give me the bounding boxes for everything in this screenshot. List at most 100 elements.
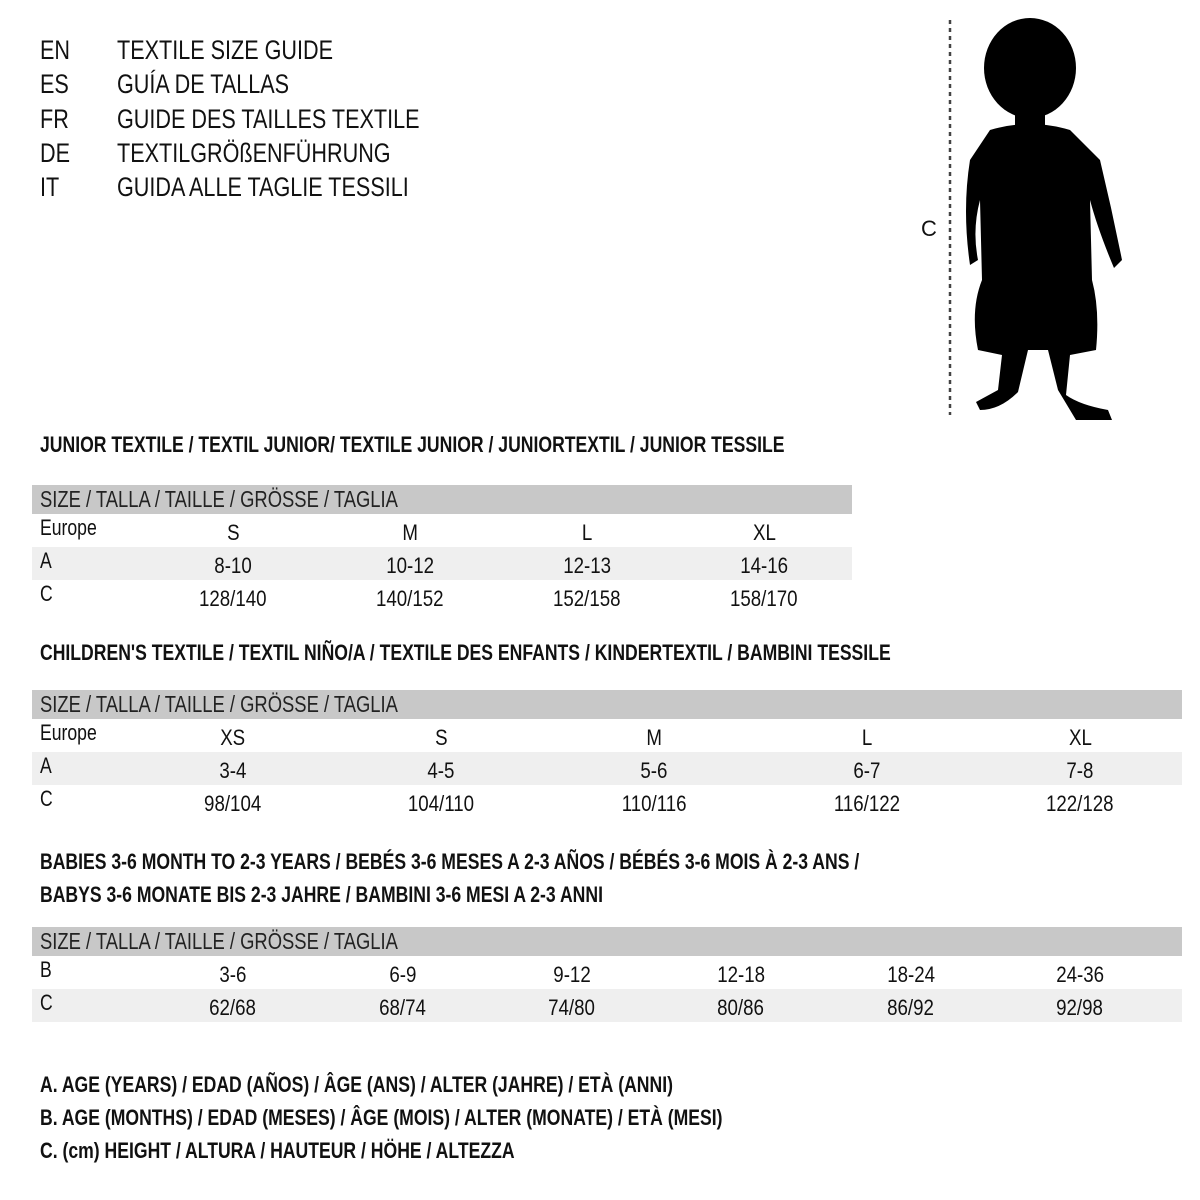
row-label: A	[40, 548, 52, 573]
section-title-text: BABIES 3-6 MONTH TO 2-3 YEARS / BEBÉS 3-…	[40, 849, 860, 874]
language-row: IT GUIDA ALLE TAGLIE TESSILI	[40, 170, 540, 204]
language-row: ES GUÍA DE TALLAS	[40, 67, 540, 101]
cell-value: XS	[220, 725, 246, 750]
table-cell: 92/98	[1010, 991, 1150, 1024]
table-row: Europe S M L XL	[32, 514, 852, 547]
cell-value: 9-12	[553, 962, 591, 987]
cell-value: 3-4	[219, 758, 247, 783]
cell-value: XL	[752, 520, 776, 545]
cell-value: 14-16	[740, 553, 788, 578]
language-list: EN TEXTILE SIZE GUIDE ES GUÍA DE TALLAS FR GU…	[40, 33, 540, 208]
row-label: C	[40, 581, 53, 606]
language-title: GUIDE DES TAILLES TEXTILE	[117, 103, 420, 134]
cell-value: M	[402, 520, 418, 545]
legend-line: A. AGE (YEARS) / EDAD (AÑOS) / ÂGE (ANS)…	[40, 1068, 893, 1101]
table-cell: M	[584, 721, 724, 754]
table-cell: 7-8	[1010, 754, 1150, 787]
cell-value: 104/110	[407, 791, 475, 816]
cell-value: L	[581, 520, 593, 545]
table-cell: 3-4	[163, 754, 303, 787]
table-row: C 62/68 68/74 74/80 80/86 86/92 92/98	[32, 989, 1182, 1022]
table-header-text: SIZE / TALLA / TAILLE / GRÖSSE / TAGLIA	[40, 928, 398, 954]
legend: A. AGE (YEARS) / EDAD (AÑOS) / ÂGE (ANS)…	[40, 1068, 893, 1167]
cell-value: 122/128	[1046, 791, 1114, 816]
language-code: EN	[40, 35, 71, 65]
table-cell: 6-9	[333, 958, 473, 991]
table-cell: S	[163, 516, 303, 549]
section-title: CHILDREN'S TEXTILE / TEXTIL NIÑO/A / TEX…	[40, 636, 1103, 669]
table-cell: XL	[694, 516, 834, 549]
table-header-text: SIZE / TALLA / TAILLE / GRÖSSE / TAGLIA	[40, 486, 398, 512]
cell-value: L	[861, 725, 873, 750]
cell-value: 110/116	[621, 791, 687, 816]
section-title-text: JUNIOR TEXTILE / TEXTIL JUNIOR/ TEXTILE …	[40, 432, 785, 457]
table-cell: 68/74	[333, 991, 473, 1024]
cell-value: 116/122	[833, 791, 901, 816]
cell-value: 62/68	[209, 995, 257, 1020]
cell-value: S	[434, 725, 448, 750]
cell-value: 128/140	[199, 586, 267, 611]
height-measure-label: C	[921, 216, 937, 241]
language-row: DE TEXTILGRÖßENFÜHRUNG	[40, 136, 540, 170]
cell-value: 86/92	[887, 995, 935, 1020]
language-code: FR	[40, 103, 69, 134]
section-title: JUNIOR TEXTILE / TEXTIL JUNIOR/ TEXTILE …	[40, 428, 971, 461]
child-silhouette-icon	[948, 18, 1122, 420]
table-cell: 24-36	[1010, 958, 1150, 991]
table-row: C 128/140 140/152 152/158 158/170	[32, 580, 852, 613]
table-cell: 104/110	[371, 787, 511, 820]
cell-value: 7-8	[1066, 758, 1094, 783]
table-cell: 9-12	[502, 958, 642, 991]
table-cell: 14-16	[694, 549, 834, 582]
legend-line: B. AGE (MONTHS) / EDAD (MESES) / ÂGE (MO…	[40, 1101, 893, 1134]
row-label: C	[40, 786, 53, 811]
language-title: TEXTILGRÖßENFÜHRUNG	[117, 137, 391, 168]
row-label: Europe	[40, 515, 97, 540]
size-table: SIZE / TALLA / TAILLE / GRÖSSE / TAGLIA E…	[32, 690, 1182, 818]
table-row: A 8-10 10-12 12-13 14-16	[32, 547, 852, 580]
table-cell: L	[797, 721, 937, 754]
language-code: DE	[40, 137, 71, 168]
table-cell: 122/128	[1010, 787, 1150, 820]
table-row: C 98/104 104/110 110/116 116/122 122/128	[32, 785, 1182, 818]
section-title-text: CHILDREN'S TEXTILE / TEXTIL NIÑO/A / TEX…	[40, 640, 891, 665]
cell-value: M	[646, 725, 662, 750]
table-cell: 8-10	[163, 549, 303, 582]
cell-value: 4-5	[427, 758, 455, 783]
table-cell: 10-12	[340, 549, 480, 582]
row-label: Europe	[40, 720, 97, 745]
table-cell: 158/170	[694, 582, 834, 615]
table-cell: 18-24	[841, 958, 981, 991]
table-cell: M	[340, 516, 480, 549]
language-code: IT	[40, 172, 60, 203]
cell-value: 24-36	[1056, 962, 1104, 987]
language-row: FR GUIDE DES TAILLES TEXTILE	[40, 102, 540, 136]
cell-value: 3-6	[219, 962, 247, 987]
table-cell: 116/122	[797, 787, 937, 820]
cell-value: 158/170	[730, 586, 798, 611]
table-cell: 128/140	[163, 582, 303, 615]
table-cell: 140/152	[340, 582, 480, 615]
table-header: SIZE / TALLA / TAILLE / GRÖSSE / TAGLIA	[32, 927, 1182, 956]
size-table: SIZE / TALLA / TAILLE / GRÖSSE / TAGLIA B…	[32, 927, 1182, 1022]
table-cell: 6-7	[797, 754, 937, 787]
row-label: A	[40, 753, 52, 778]
cell-value: 98/104	[204, 791, 262, 816]
table-cell: XL	[1010, 721, 1150, 754]
cell-value: 140/152	[376, 586, 444, 611]
cell-value: 68/74	[379, 995, 427, 1020]
language-title: GUÍA DE TALLAS	[117, 69, 290, 100]
section-title: BABIES 3-6 MONTH TO 2-3 YEARS / BEBÉS 3-…	[40, 845, 1064, 878]
table-header: SIZE / TALLA / TAILLE / GRÖSSE / TAGLIA	[32, 485, 852, 514]
cell-value: 152/158	[553, 586, 621, 611]
section-title: BABYS 3-6 MONATE BIS 2-3 JAHRE / BAMBINI…	[40, 878, 744, 911]
table-cell: 3-6	[163, 958, 303, 991]
row-label: C	[40, 990, 53, 1015]
legend-text: B. AGE (MONTHS) / EDAD (MESES) / ÂGE (MO…	[40, 1105, 723, 1130]
language-code: ES	[40, 69, 69, 100]
cell-value: 6-9	[389, 962, 417, 987]
cell-value: 6-7	[853, 758, 881, 783]
table-header: SIZE / TALLA / TAILLE / GRÖSSE / TAGLIA	[32, 690, 1182, 719]
table-cell: 12-18	[671, 958, 811, 991]
legend-text: A. AGE (YEARS) / EDAD (AÑOS) / ÂGE (ANS)…	[40, 1072, 673, 1097]
